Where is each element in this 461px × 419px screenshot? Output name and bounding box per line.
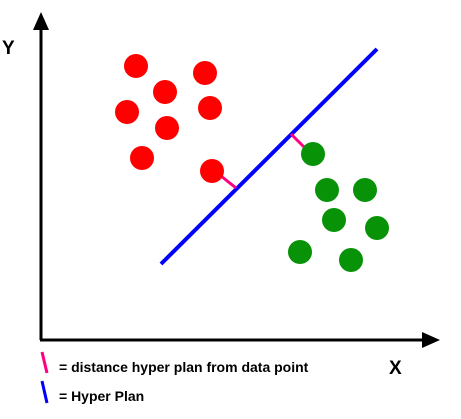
class-b-point: [301, 142, 325, 166]
class-b-point: [322, 208, 346, 232]
legend: = distance hyper plan from data point = …: [40, 351, 309, 404]
class-a-point: [115, 100, 139, 124]
class-b-point: [288, 240, 312, 264]
class-b-point: [353, 178, 377, 202]
class-a-point: [193, 61, 217, 85]
class-a-point: [198, 96, 222, 120]
x-axis-arrowhead: [422, 332, 440, 348]
class-a-point: [130, 146, 154, 170]
legend-distance-text: = distance hyper plan from data point: [59, 359, 309, 375]
legend-distance-swatch: [40, 351, 49, 374]
class-a-points: [115, 54, 224, 183]
class-b-point: [315, 178, 339, 202]
class-b-point: [339, 248, 363, 272]
x-axis-label: X: [389, 358, 402, 379]
class-a-point: [200, 159, 224, 183]
axes: Y X: [2, 12, 440, 379]
class-b-point: [365, 216, 389, 240]
hyperplane-line: [159, 47, 379, 266]
legend-hyperplane-swatch: [40, 380, 49, 404]
class-a-point: [155, 116, 179, 140]
legend-hyperplane-text: = Hyper Plan: [59, 388, 144, 404]
class-a-point: [153, 80, 177, 104]
class-b-points: [288, 142, 389, 272]
y-axis-label: Y: [2, 38, 15, 59]
class-a-point: [124, 54, 148, 78]
y-axis-arrowhead: [33, 12, 49, 30]
